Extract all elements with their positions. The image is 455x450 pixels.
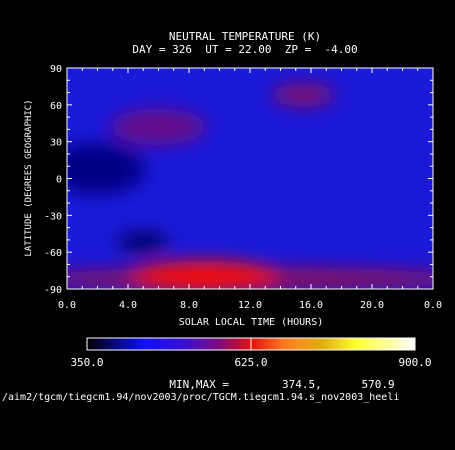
y-tick-label: 30	[50, 138, 62, 149]
chart-title: NEUTRAL TEMPERATURE (K)	[169, 30, 321, 43]
heatmap-feature	[129, 260, 280, 289]
x-tick-label: 0.0	[424, 300, 442, 311]
chart-subtitle: DAY = 326 UT = 22.00 ZP = -4.00	[132, 43, 357, 56]
y-tick-label: -60	[44, 248, 62, 259]
x-tick-label: 0.0	[58, 300, 76, 311]
y-tick-label: 60	[50, 101, 62, 112]
x-tick-label: 20.0	[360, 300, 384, 311]
x-tick-label: 16.0	[299, 300, 323, 311]
colorbar-label-min: 350.0	[70, 356, 103, 369]
x-tick-label: 8.0	[180, 300, 198, 311]
min-max-readout: MIN,MAX = 374.5, 570.9	[169, 378, 394, 391]
x-axis: 0.0 4.0 8.0 12.0 16.0 20.0 0.0	[58, 68, 442, 311]
y-tick-label: -90	[44, 285, 62, 296]
heatmap-feature	[117, 232, 170, 253]
y-axis: 90 60 30 0 -30 -60 -90	[44, 64, 433, 296]
y-tick-label: -30	[44, 211, 62, 222]
x-axis-label: SOLAR LOCAL TIME (HOURS)	[179, 317, 324, 328]
x-tick-label: 4.0	[119, 300, 137, 311]
y-axis-label: LATITUDE (DEGREES GEOGRAPHIC)	[24, 99, 34, 256]
x-tick-label: 12.0	[238, 300, 262, 311]
heatmap-area	[67, 68, 433, 289]
y-tick-label: 90	[50, 64, 62, 75]
colorbar-label-mid: 625.0	[234, 356, 267, 369]
heatmap-feature	[271, 83, 336, 108]
file-path: /aim2/tgcm/tiegcm1.94/nov2003/proc/TGCM.…	[2, 392, 399, 403]
y-tick-label: 0	[56, 175, 62, 186]
heatmap-feature	[67, 142, 146, 195]
colorbar-label-max: 900.0	[398, 356, 431, 369]
heatmap-feature	[110, 108, 207, 145]
